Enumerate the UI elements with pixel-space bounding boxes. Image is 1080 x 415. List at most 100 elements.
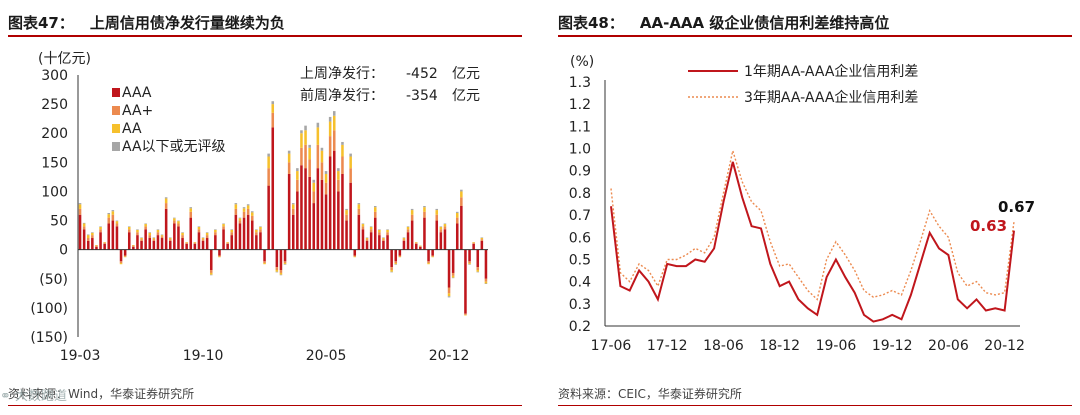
bar-segment — [271, 101, 275, 105]
bar-segment — [337, 191, 340, 250]
y-tick-label: 50 — [50, 214, 68, 230]
bar-segment — [209, 274, 213, 276]
bar-segment — [226, 243, 229, 250]
bar-segment — [177, 226, 180, 250]
bar-segment — [156, 229, 160, 230]
bar-segment — [308, 147, 311, 160]
bar-segment — [189, 211, 193, 218]
bar-segment — [119, 263, 123, 265]
bar-segment — [144, 226, 147, 230]
bar-segment — [275, 249, 279, 268]
bar-segment — [197, 226, 201, 227]
bar-segment — [156, 229, 160, 233]
bar-segment — [99, 229, 102, 233]
bar-segment — [177, 221, 180, 224]
bar-segment — [472, 242, 475, 243]
bar-segment — [127, 226, 131, 230]
bar-segment — [107, 223, 111, 250]
bar-segment — [201, 237, 205, 239]
bar-segment — [246, 205, 250, 209]
bar-segment — [238, 223, 242, 250]
bar-segment — [123, 255, 127, 257]
bar-segment — [361, 226, 365, 230]
bar-segment — [439, 229, 443, 233]
bar-segment — [99, 232, 102, 250]
bar-segment — [160, 235, 164, 237]
bar-segment — [304, 125, 307, 131]
bar-segment — [361, 223, 365, 225]
y-tick-label: 0.5 — [569, 252, 591, 268]
bar-segment — [209, 272, 213, 275]
legend-swatch — [112, 106, 120, 115]
bar-segment — [234, 204, 238, 209]
y-axis-unit-label: (十亿元) — [38, 51, 91, 67]
bar-segment — [238, 220, 242, 224]
y-tick-label: 0.4 — [569, 275, 591, 291]
bar-segment — [378, 229, 381, 233]
bar-segment — [316, 168, 320, 250]
bar-segment — [152, 238, 156, 240]
y-tick-label: 150 — [41, 155, 68, 171]
y-tick-label: 1.0 — [569, 142, 591, 158]
bar-segment — [111, 211, 115, 215]
left-figure-panel: 图表47： 上周信用债净发行量继续为负 (十亿元) 300 250 200 150 100 5… — [0, 0, 530, 415]
bar-segment — [484, 281, 488, 284]
bar-segment — [222, 224, 225, 227]
bar-segment — [78, 214, 82, 250]
bar-segment — [369, 226, 373, 227]
bar-segment — [164, 197, 168, 199]
bar-segment — [103, 243, 106, 250]
bar-segment — [271, 112, 275, 128]
bar-segment — [148, 232, 152, 236]
bar-segment — [86, 234, 90, 236]
net-issuance-annotation-value: -452 — [406, 66, 438, 82]
bar-segment — [480, 238, 484, 240]
bar-segment — [193, 242, 197, 244]
bar-segment — [164, 203, 168, 209]
bar-segment — [300, 130, 303, 134]
y-tick-label: 1.1 — [569, 119, 591, 135]
bar-segment — [316, 127, 320, 145]
bar-segment — [423, 211, 426, 218]
y-tick-label: 0 — [59, 243, 68, 259]
bar-segment — [382, 240, 385, 250]
bar-segment — [324, 173, 328, 183]
bar-segment — [291, 214, 295, 250]
bar-segment — [332, 130, 336, 151]
bar-segment — [82, 229, 86, 250]
bar-segment — [255, 229, 258, 233]
bar-segment — [349, 168, 352, 183]
bar-segment — [205, 232, 209, 236]
bar-segment — [263, 263, 266, 265]
bar-segment — [419, 246, 422, 247]
bar-segment — [173, 218, 176, 221]
bar-segment — [91, 232, 94, 233]
bar-segment — [78, 203, 82, 205]
y-tick-label: (150) — [30, 330, 68, 346]
bar-segment — [369, 229, 373, 233]
bar-segment — [345, 214, 348, 221]
bar-segment — [455, 223, 459, 250]
bar-segment — [316, 144, 320, 169]
bar-segment — [82, 226, 86, 230]
bar-segment — [144, 224, 147, 227]
bar-segment — [410, 208, 414, 211]
legend-swatch — [112, 88, 120, 97]
x-tick-label: 20-12 — [984, 338, 1025, 354]
bar-segment — [460, 206, 463, 250]
bar-segment — [214, 229, 217, 230]
bar-segment — [115, 220, 119, 222]
right-figure-panel: 图表48： AA-AAA 级企业债信用利差维持高位 (%) 1.3 1.2 1.1 1.0… — [550, 0, 1080, 415]
bar-segment — [140, 240, 143, 250]
bar-segment — [255, 235, 258, 250]
legend-label: AA+ — [122, 103, 153, 119]
bar-segment — [127, 232, 131, 250]
bar-segment — [435, 214, 439, 221]
x-tick-label: 17-06 — [591, 338, 632, 354]
bar-segment — [447, 249, 451, 288]
series-line-1y — [610, 161, 1015, 323]
bar-segment — [439, 226, 443, 227]
bar-segment — [197, 226, 201, 230]
bar-segment — [386, 232, 389, 236]
bar-segment — [460, 191, 463, 198]
